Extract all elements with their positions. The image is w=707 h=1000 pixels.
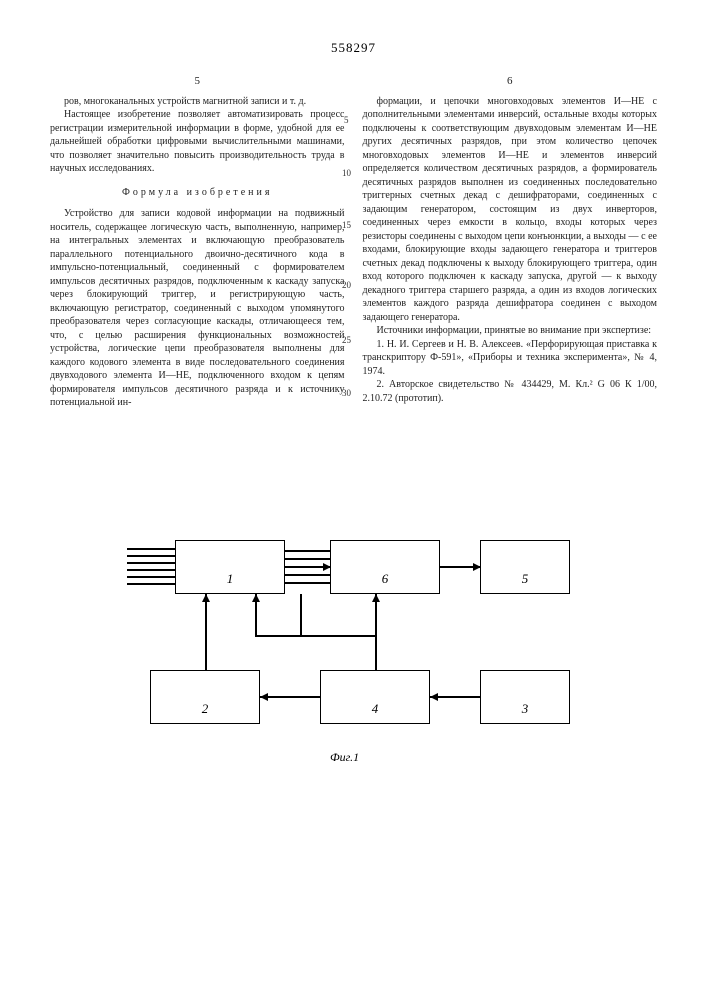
arrow-up-icon	[252, 594, 260, 602]
wire	[285, 574, 330, 576]
diagram-block-4: 4	[320, 670, 430, 724]
wire	[255, 635, 301, 637]
arrow-up-icon	[202, 594, 210, 602]
diagram-block-5: 5	[480, 540, 570, 594]
column-number-right: 6	[363, 74, 658, 89]
paragraph: ров, многоканальных устройств магнитной …	[50, 95, 345, 109]
diagram-block-3: 3	[480, 670, 570, 724]
paragraph: 2. Авторское свидетельство № 434429, М. …	[363, 378, 658, 405]
block-label: 3	[522, 701, 529, 717]
line-number: 25	[342, 335, 351, 345]
arrow-left-icon	[260, 693, 268, 701]
paragraph: Источники информации, принятые во вниман…	[363, 324, 658, 338]
wire	[127, 583, 175, 585]
wire	[300, 594, 302, 636]
line-number: 15	[342, 220, 351, 230]
left-column: 5 ров, многоканальных устройств магнитно…	[50, 74, 345, 410]
section-title: Формула изобретения	[50, 186, 345, 200]
wire	[127, 562, 175, 564]
block-label: 2	[202, 701, 209, 717]
wire	[300, 635, 375, 637]
arrow-up-icon	[372, 594, 380, 602]
line-number: 30	[342, 388, 351, 398]
right-column: 6 формации, и цепочки многовходовых элем…	[363, 74, 658, 410]
wire	[127, 569, 175, 571]
wire	[205, 594, 207, 670]
line-number: 20	[342, 280, 351, 290]
document-number: 558297	[50, 40, 657, 56]
paragraph: Устройство для записи кодовой информации…	[50, 207, 345, 410]
diagram-block-1: 1	[175, 540, 285, 594]
paragraph: Настоящее изобретение позволяет автомати…	[50, 108, 345, 176]
wire	[285, 582, 330, 584]
paragraph: 1. Н. И. Сергеев и Н. В. Алексеев. «Перф…	[363, 338, 658, 379]
figure-caption: Фиг.1	[330, 750, 359, 765]
arrow-left-icon	[430, 693, 438, 701]
block-diagram: 1 6 5 2 4 3 Фиг.1	[135, 540, 575, 800]
column-number-left: 5	[50, 74, 345, 89]
block-label: 5	[522, 571, 529, 587]
wire	[285, 550, 330, 552]
block-label: 4	[372, 701, 379, 717]
block-label: 1	[227, 571, 234, 587]
wire	[285, 558, 330, 560]
patent-page: 558297 5 10 15 20 25 30 5 ров, многокана…	[0, 0, 707, 1000]
line-number: 5	[344, 115, 349, 125]
wire	[260, 696, 320, 698]
wire	[127, 576, 175, 578]
wire	[127, 548, 175, 550]
paragraph: формации, и цепочки многовходовых элемен…	[363, 95, 658, 325]
wire	[127, 555, 175, 557]
line-number: 10	[342, 168, 351, 178]
wire	[375, 594, 377, 670]
block-label: 6	[382, 571, 389, 587]
diagram-block-6: 6	[330, 540, 440, 594]
diagram-block-2: 2	[150, 670, 260, 724]
text-columns: 5 ров, многоканальных устройств магнитно…	[50, 74, 657, 410]
